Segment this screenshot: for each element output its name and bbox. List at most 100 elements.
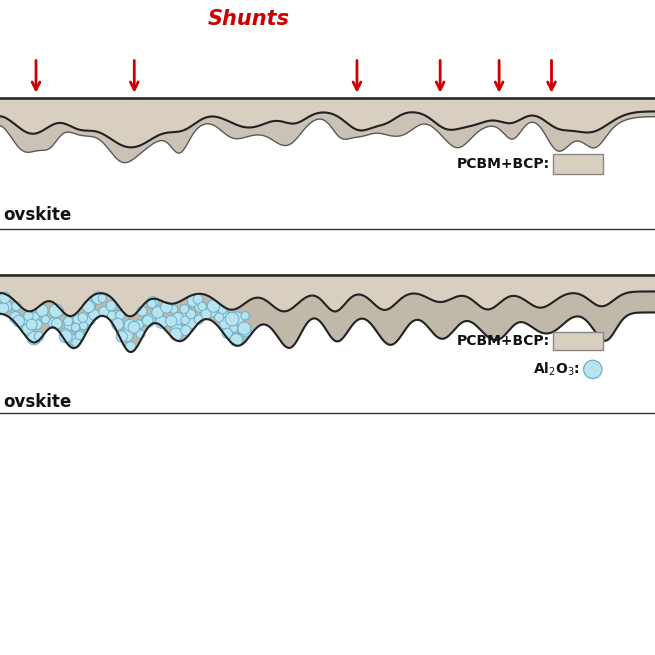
Circle shape	[142, 315, 153, 326]
Circle shape	[128, 322, 140, 333]
Circle shape	[218, 305, 227, 314]
Circle shape	[240, 326, 251, 337]
Circle shape	[49, 304, 63, 318]
Circle shape	[84, 314, 96, 325]
Circle shape	[219, 318, 232, 329]
Circle shape	[155, 316, 168, 328]
Circle shape	[215, 306, 228, 319]
Circle shape	[198, 302, 206, 310]
Circle shape	[147, 299, 156, 308]
Circle shape	[64, 316, 73, 326]
Circle shape	[195, 315, 204, 324]
Bar	[553, 332, 603, 350]
Circle shape	[170, 328, 183, 341]
Circle shape	[75, 331, 84, 339]
Circle shape	[60, 330, 72, 343]
Bar	[553, 154, 603, 174]
Circle shape	[160, 301, 172, 313]
Circle shape	[86, 301, 96, 310]
Circle shape	[230, 334, 242, 346]
Circle shape	[180, 305, 189, 314]
Circle shape	[207, 300, 219, 312]
Circle shape	[0, 292, 10, 303]
Circle shape	[10, 312, 22, 324]
Circle shape	[234, 333, 243, 343]
Circle shape	[171, 323, 183, 335]
Circle shape	[92, 292, 104, 305]
Circle shape	[22, 324, 33, 335]
Text: PCBM+BCP:: PCBM+BCP:	[457, 157, 550, 171]
Circle shape	[225, 312, 239, 326]
Circle shape	[107, 311, 117, 320]
Circle shape	[195, 303, 204, 312]
Circle shape	[60, 328, 70, 339]
Circle shape	[231, 312, 244, 325]
Circle shape	[31, 312, 39, 321]
Circle shape	[170, 305, 178, 313]
Circle shape	[584, 360, 602, 379]
Circle shape	[204, 304, 217, 318]
Circle shape	[154, 305, 164, 316]
Circle shape	[186, 318, 197, 329]
Circle shape	[37, 305, 48, 316]
Circle shape	[109, 310, 122, 323]
Circle shape	[222, 328, 233, 339]
Circle shape	[69, 335, 79, 345]
Circle shape	[73, 314, 83, 325]
Circle shape	[125, 342, 136, 352]
Circle shape	[106, 301, 117, 311]
Circle shape	[98, 294, 106, 303]
Text: Al$_2$O$_3$:: Al$_2$O$_3$:	[533, 361, 580, 378]
Circle shape	[116, 310, 124, 320]
Circle shape	[193, 294, 203, 304]
Circle shape	[215, 313, 224, 322]
Circle shape	[172, 312, 184, 325]
Circle shape	[28, 331, 41, 345]
Circle shape	[1, 301, 12, 312]
Circle shape	[41, 316, 50, 324]
Circle shape	[26, 319, 37, 330]
Circle shape	[12, 301, 21, 310]
Circle shape	[187, 295, 199, 307]
Circle shape	[181, 316, 189, 324]
Text: ovskite: ovskite	[3, 393, 71, 411]
Circle shape	[52, 318, 62, 329]
Circle shape	[238, 322, 251, 335]
Circle shape	[141, 314, 155, 327]
Circle shape	[13, 315, 24, 327]
Circle shape	[83, 301, 94, 312]
Circle shape	[166, 316, 177, 327]
Circle shape	[24, 311, 33, 321]
Text: Shunts: Shunts	[208, 9, 290, 29]
Circle shape	[136, 329, 145, 339]
Circle shape	[79, 322, 88, 329]
Circle shape	[181, 326, 191, 335]
Circle shape	[99, 307, 109, 317]
Circle shape	[52, 305, 64, 317]
Circle shape	[241, 312, 250, 320]
Circle shape	[120, 329, 133, 342]
Circle shape	[230, 324, 238, 333]
Circle shape	[64, 321, 74, 330]
Circle shape	[78, 313, 88, 322]
Circle shape	[116, 331, 127, 342]
Circle shape	[201, 309, 212, 319]
Circle shape	[34, 331, 44, 341]
Circle shape	[112, 318, 124, 330]
Circle shape	[76, 329, 84, 339]
Circle shape	[137, 307, 147, 316]
Circle shape	[186, 309, 195, 319]
Circle shape	[152, 307, 163, 318]
Circle shape	[33, 320, 42, 329]
Text: ovskite: ovskite	[3, 206, 71, 224]
Circle shape	[0, 303, 9, 314]
Circle shape	[89, 309, 100, 320]
Circle shape	[147, 297, 159, 309]
Circle shape	[48, 318, 59, 329]
Circle shape	[20, 314, 30, 324]
Circle shape	[134, 320, 143, 329]
Circle shape	[181, 307, 193, 319]
Circle shape	[124, 320, 136, 331]
Text: PCBM+BCP:: PCBM+BCP:	[457, 334, 550, 348]
Circle shape	[72, 338, 81, 347]
